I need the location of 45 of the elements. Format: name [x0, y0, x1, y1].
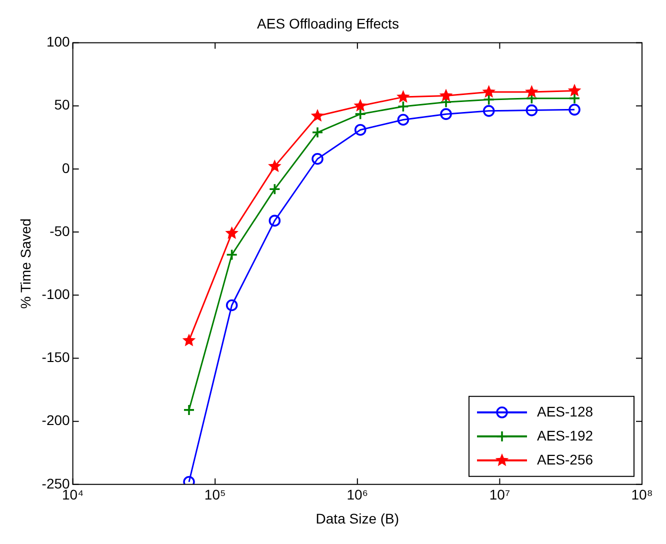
point [482, 85, 496, 98]
y-tick-label: -250 [42, 475, 70, 492]
point [354, 124, 366, 136]
y-tick-label: -150 [42, 349, 70, 366]
point [526, 104, 538, 116]
point [312, 152, 324, 165]
point [226, 248, 238, 261]
point [182, 334, 196, 346]
point [439, 88, 453, 102]
x-tick-label: 10⁶ [346, 486, 368, 503]
point [397, 114, 410, 126]
point [268, 183, 281, 196]
point [268, 159, 282, 172]
point [310, 108, 324, 122]
point [312, 126, 324, 138]
y-tick-label: -50 [50, 222, 70, 239]
point [440, 108, 452, 120]
point [396, 90, 410, 103]
point [354, 108, 366, 120]
point [568, 84, 582, 96]
y-tick-label: -100 [42, 286, 70, 302]
legend-label: AES-128 [537, 403, 594, 420]
point [226, 299, 238, 312]
point [354, 98, 367, 112]
y-tick-label: 100 [46, 34, 70, 50]
chart-title: AES Offloading Effects [257, 15, 399, 32]
legend-label: AES-192 [537, 427, 594, 444]
point [525, 85, 538, 98]
legend-label: AES-256 [537, 451, 594, 468]
x-tick-label: 10⁷ [489, 486, 510, 503]
y-tick-label: 50 [54, 96, 70, 113]
point [568, 92, 580, 104]
x-tick-label: 10⁸ [631, 486, 653, 503]
x-axis-title: Data Size (B) [316, 510, 400, 526]
point [268, 214, 281, 227]
point [482, 94, 495, 106]
y-axis-title: % Time Saved [17, 218, 34, 309]
y-tick-label: 0 [62, 160, 70, 176]
point [225, 226, 238, 239]
y-tick-label: -200 [42, 412, 70, 428]
point [397, 100, 410, 112]
x-tick-label: 10⁵ [204, 486, 226, 503]
point [568, 104, 580, 116]
point [183, 404, 195, 416]
point [482, 105, 495, 117]
